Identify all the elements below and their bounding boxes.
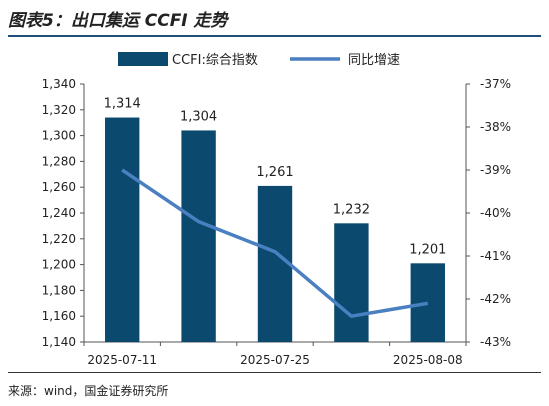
footer-rule	[8, 372, 541, 373]
legend-line-label: 同比增速	[348, 53, 400, 68]
bar	[410, 263, 445, 342]
y-left-tick-label: 1,320	[42, 103, 76, 117]
x-tick-label: 2025-07-11	[87, 353, 157, 367]
yoy-line	[121, 168, 429, 318]
y-right-tick-label: -37%	[480, 77, 511, 91]
bar-data-label: 1,314	[104, 97, 141, 112]
y-left-tick-label: 1,220	[42, 232, 76, 246]
line-layer	[121, 168, 429, 318]
y-left-tick-label: 1,180	[42, 283, 76, 297]
y-left-tick-label: 1,160	[42, 309, 76, 323]
legend-bar-swatch	[118, 52, 168, 66]
bars	[105, 117, 445, 342]
bar	[334, 223, 369, 342]
y-left-tick-label: 1,280	[42, 154, 76, 168]
bar	[257, 185, 293, 342]
y-right-tick-label: -38%	[480, 120, 511, 134]
y-left-tick-label: 1,260	[42, 180, 76, 194]
bar-data-label: 1,304	[180, 109, 217, 124]
bar-data-label: 1,232	[333, 202, 370, 217]
bar	[105, 117, 140, 342]
bar	[181, 130, 216, 342]
y-right-tick-label: -39%	[480, 163, 511, 177]
y-right-tick-label: -40%	[480, 206, 511, 220]
x-tick-label: 2025-07-25	[240, 353, 310, 367]
y-left-tick-label: 1,340	[42, 77, 76, 91]
y-right-tick-label: -42%	[480, 292, 511, 306]
bar-data-label: 1,261	[256, 165, 293, 180]
y-left-tick-label: 1,240	[42, 206, 76, 220]
source-note: 来源：wind，国金证券研究所	[8, 384, 169, 398]
legend-bar-label: CCFI:综合指数	[172, 53, 258, 68]
bar-data-label: 1,201	[409, 242, 446, 257]
y-left-tick-label: 1,200	[42, 258, 76, 272]
title-rule	[8, 35, 541, 37]
axes: 1,140 1,160 1,180 1,200 1,220 1,240 1,260 1,280…	[42, 77, 511, 367]
x-tick-label: 2025-08-08	[393, 353, 463, 367]
legend: CCFI:综合指数 同比增速	[118, 52, 400, 68]
y-left-tick-label: 1,140	[42, 335, 76, 349]
chart-title: 图表5：出口集运 CCFI 走势	[8, 11, 228, 31]
y-left-tick-label: 1,300	[42, 129, 76, 143]
y-right-tick-label: -41%	[480, 249, 511, 263]
bar-labels: 1,314 1,304 1,261 1,232 1,201	[104, 97, 447, 258]
y-right-tick-label: -43%	[480, 335, 511, 349]
